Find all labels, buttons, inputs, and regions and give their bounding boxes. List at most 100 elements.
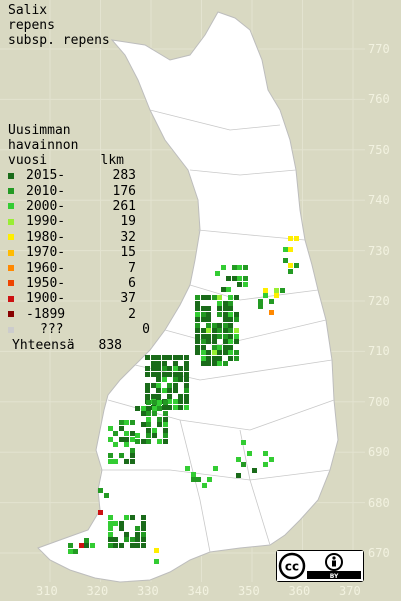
occurrence-cell	[162, 361, 167, 366]
occurrence-cell	[184, 383, 189, 388]
occurrence-cell	[201, 317, 206, 322]
legend-header-line-2: havainnon	[8, 138, 79, 153]
legend-row: ??? 0	[8, 322, 150, 337]
occurrence-cell	[241, 462, 246, 467]
x-tick-label: 340	[187, 584, 210, 598]
occurrence-cell	[184, 394, 189, 399]
occurrence-cell	[151, 394, 156, 399]
occurrence-cell	[119, 426, 124, 431]
occurrence-cell	[241, 440, 246, 445]
occurrence-cell	[130, 459, 135, 464]
occurrence-cell	[167, 372, 172, 377]
x-tick-label: 350	[238, 584, 260, 598]
occurrence-cell	[151, 355, 156, 360]
occurrence-cell	[145, 383, 150, 388]
legend-swatch	[8, 280, 14, 287]
occurrence-cell	[206, 356, 211, 361]
occurrence-cell	[84, 543, 89, 548]
occurrence-cell	[206, 306, 211, 311]
occurrence-cell	[163, 411, 168, 416]
legend-count: 15	[120, 245, 136, 261]
occurrence-cell	[124, 532, 129, 537]
legend-year-label: 1900-	[26, 291, 66, 307]
legend-count: 32	[120, 229, 136, 245]
occurrence-cell	[201, 356, 206, 361]
occurrence-cell	[201, 350, 206, 355]
occurrence-cell	[234, 328, 239, 333]
occurrence-cell	[263, 462, 268, 467]
occurrence-cell	[212, 361, 217, 366]
occurrence-cell	[223, 312, 228, 317]
occurrence-cell	[178, 366, 183, 371]
occurrence-cell	[223, 345, 228, 350]
occurrence-cell	[90, 543, 95, 548]
legend-row: 1960- 7	[8, 260, 150, 276]
occurrence-cell	[206, 323, 211, 328]
occurrence-cell	[130, 431, 135, 436]
y-tick-label: 760	[368, 92, 390, 107]
legend-swatch	[8, 249, 14, 256]
occurrence-cell	[108, 453, 113, 458]
occurrence-cell	[113, 459, 118, 464]
occurrence-cell	[146, 406, 151, 411]
occurrence-cell	[152, 411, 157, 416]
occurrence-cell	[156, 383, 161, 388]
occurrence-cell	[124, 515, 129, 520]
legend-year-label: ???	[40, 322, 64, 338]
legend-year-label: 1970-	[26, 245, 66, 261]
occurrence-cell	[263, 451, 268, 456]
occurrence-cell	[154, 559, 159, 564]
occurrence-cell	[201, 339, 206, 344]
occurrence-cell	[217, 328, 222, 333]
occurrence-cell	[145, 388, 150, 393]
occurrence-cell	[195, 317, 200, 322]
legend-year-label: 1980-	[26, 229, 66, 245]
occurrence-cell	[152, 400, 157, 405]
x-tick-label: 370	[339, 584, 361, 598]
legend-swatch	[8, 172, 14, 179]
legend-col-count: lkm	[100, 153, 124, 168]
legend-count: 2	[128, 306, 136, 322]
occurrence-cell	[221, 265, 226, 270]
occurrence-cell	[195, 345, 200, 350]
y-tick-label: 730	[368, 243, 390, 258]
occurrence-cell	[217, 312, 222, 317]
legend-year-label: -1899	[26, 306, 66, 322]
legend-row: 1950- 6	[8, 276, 150, 291]
occurrence-cell	[98, 488, 103, 493]
y-tick-label: 670	[368, 546, 390, 560]
cc-text: cc	[285, 560, 299, 574]
cc-by-icon: cc BY	[277, 551, 363, 581]
occurrence-cell	[173, 399, 178, 404]
occurrence-cell	[201, 345, 206, 350]
occurrence-cell	[228, 334, 233, 339]
occurrence-cell	[157, 439, 162, 444]
occurrence-cell	[269, 457, 274, 462]
occurrence-cell	[212, 350, 217, 355]
occurrence-cell	[151, 372, 156, 377]
occurrence-cell	[234, 339, 239, 344]
occurrence-cell	[191, 477, 196, 482]
occurrence-cell	[228, 345, 233, 350]
occurrence-cell	[184, 366, 189, 371]
occurrence-cell	[195, 312, 200, 317]
occurrence-cell	[113, 543, 118, 548]
occurrence-cell	[217, 301, 222, 306]
occurrence-cell	[288, 263, 293, 268]
cc-by-license-badge[interactable]: cc BY	[276, 550, 364, 582]
legend-count: 283	[112, 168, 136, 184]
occurrence-cell	[234, 334, 239, 339]
occurrence-cell	[141, 411, 146, 416]
occurrence-cell	[141, 532, 146, 537]
occurrence-cell	[98, 510, 103, 515]
occurrence-cell	[212, 295, 217, 300]
legend-total: Yhteensä 838	[8, 338, 150, 353]
occurrence-cell	[223, 306, 228, 311]
occurrence-cell	[130, 437, 135, 442]
legend-swatch	[8, 311, 14, 318]
occurrence-cell	[178, 399, 183, 404]
legend-col-year: vuosi	[8, 153, 48, 168]
legend-swatch	[8, 203, 14, 210]
occurrence-cell	[206, 350, 211, 355]
